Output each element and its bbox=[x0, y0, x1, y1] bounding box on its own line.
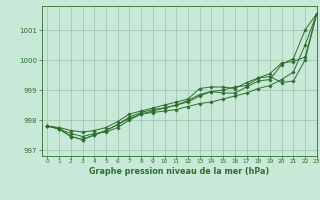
X-axis label: Graphe pression niveau de la mer (hPa): Graphe pression niveau de la mer (hPa) bbox=[89, 167, 269, 176]
